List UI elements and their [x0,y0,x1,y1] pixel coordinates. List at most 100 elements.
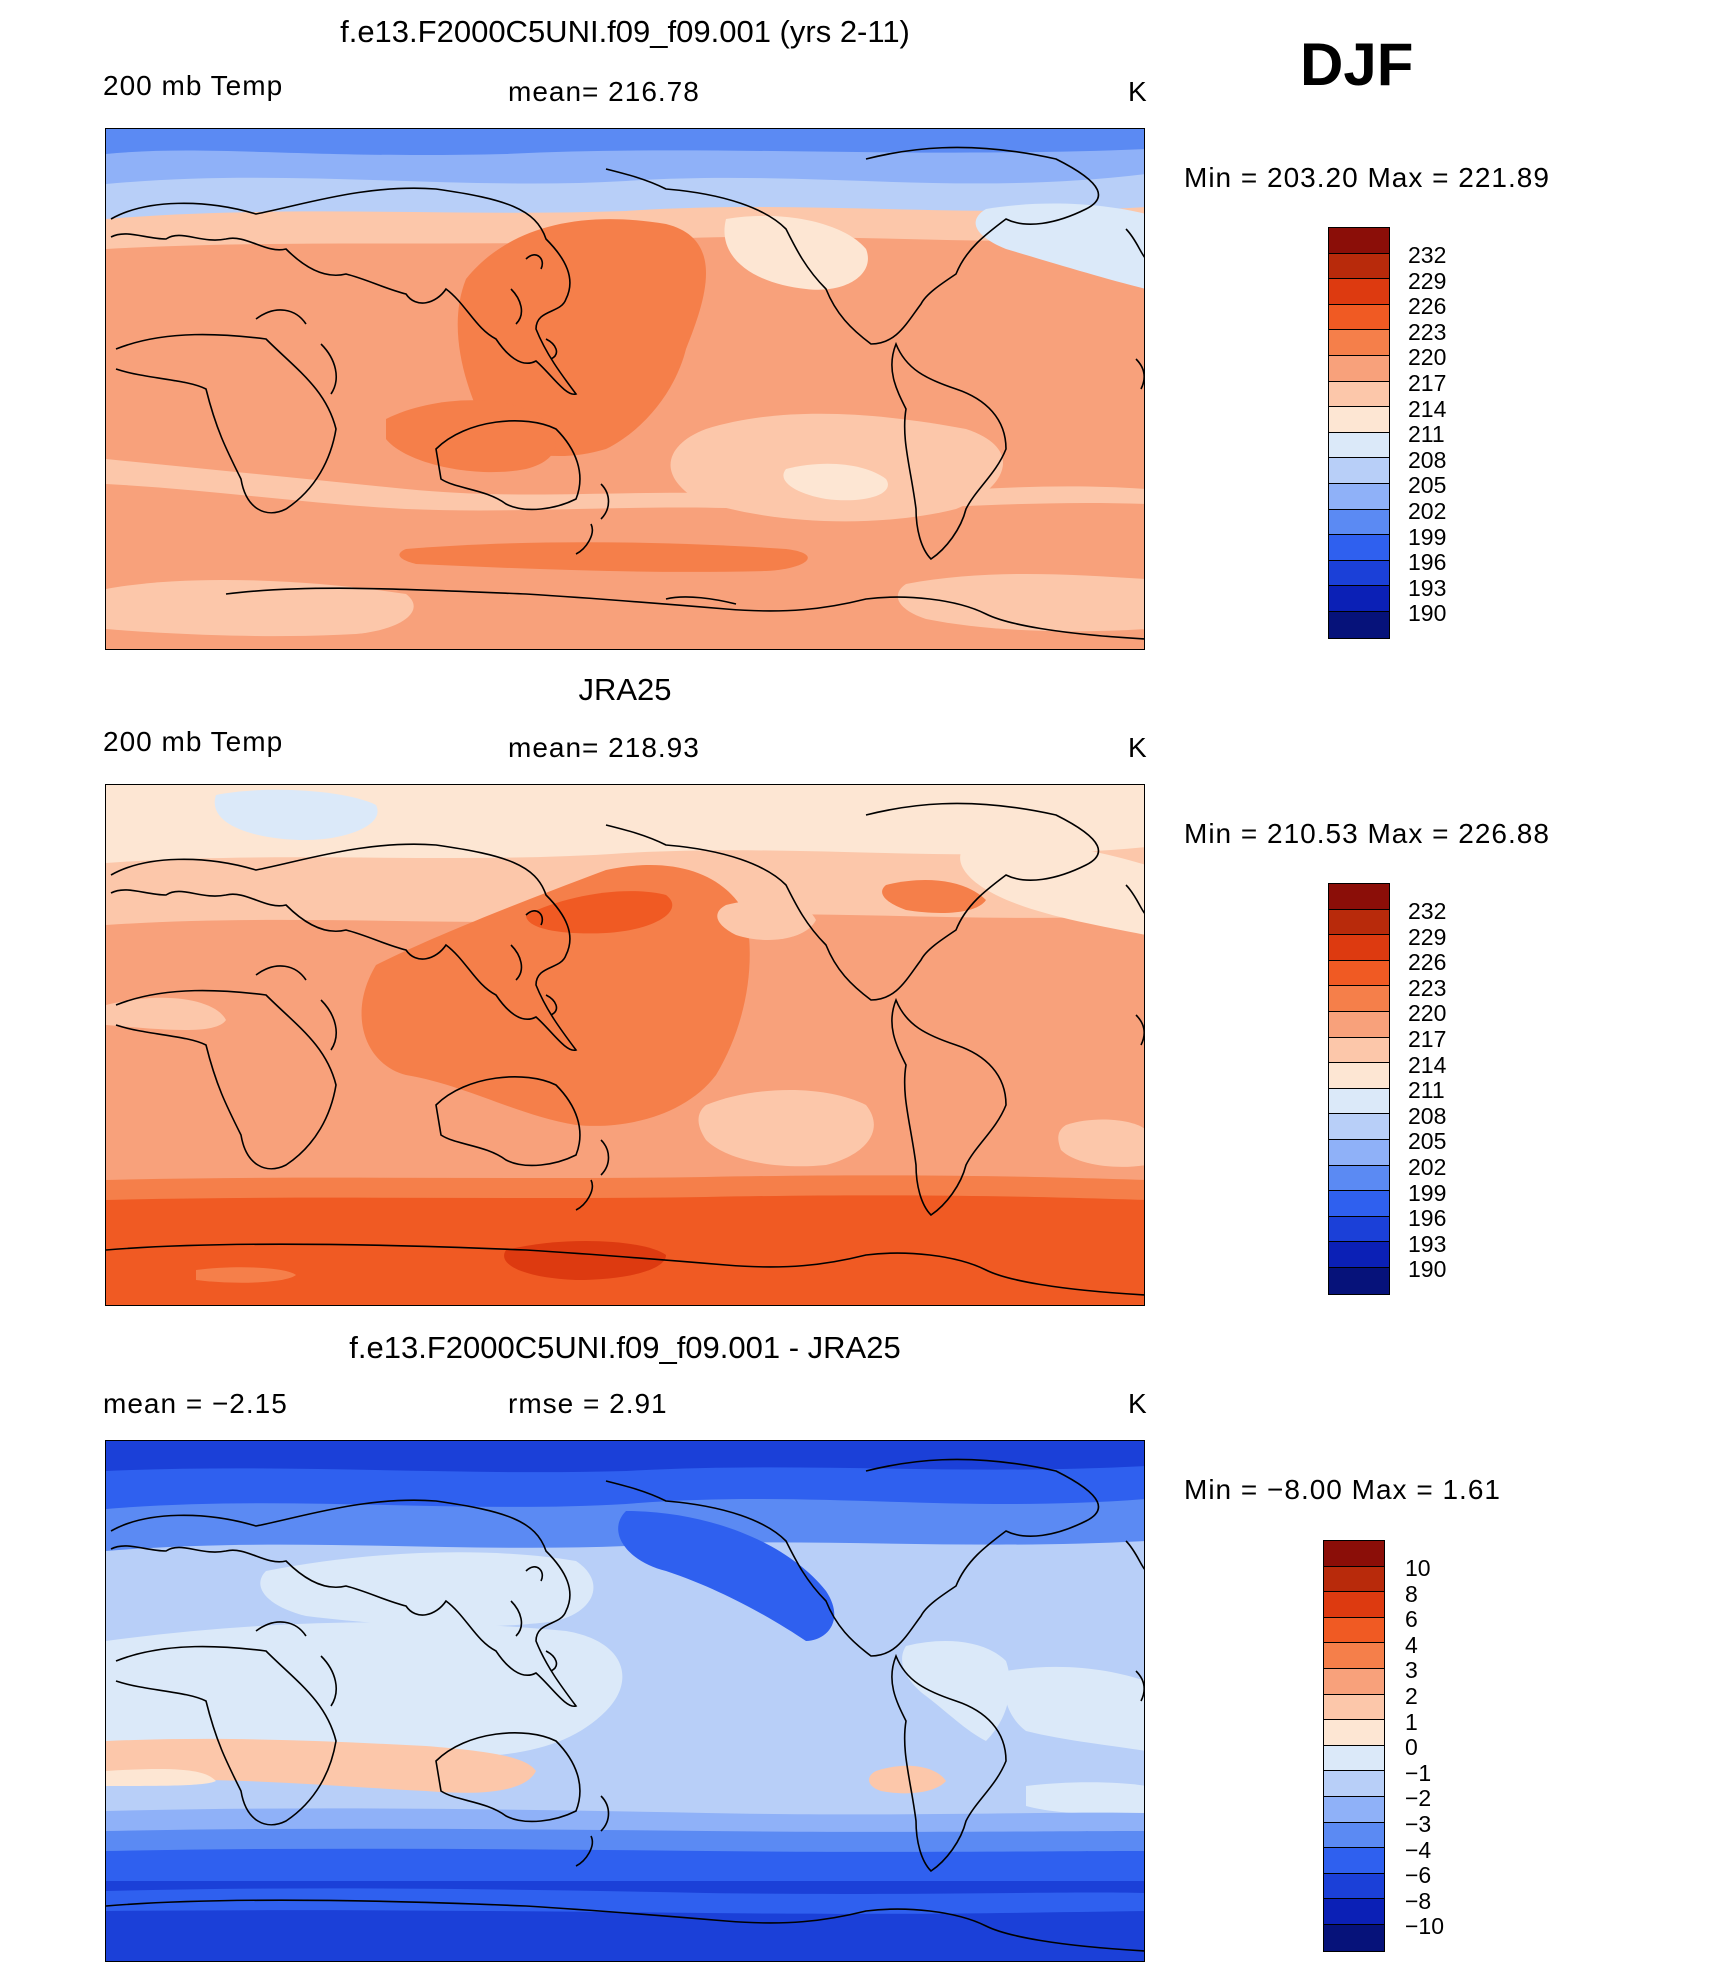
colorbar-swatch [1329,407,1389,433]
colorbar-swatch [1324,1771,1384,1797]
panel-1-min-max: Min = 203.20 Max = 221.89 [1184,162,1550,193]
colorbar-tick-label: 8 [1405,1580,1418,1607]
colorbar-tick-label: 190 [1408,1256,1447,1283]
colorbar-swatch [1324,1924,1384,1951]
colorbar-swatch [1324,1566,1384,1593]
colorbar-swatch [1324,1899,1384,1925]
colorbar-tick-label: 223 [1408,974,1447,1001]
colorbar-swatch [1329,1088,1389,1115]
panel-3-title: f.e13.F2000C5UNI.f09_f09.001 - JRA25 [349,1330,901,1365]
colorbar-tick-label: 214 [1408,1051,1447,1078]
panel-1-colorbar [1328,227,1390,639]
colorbar-tick-label: 208 [1408,1102,1447,1129]
colorbar-swatch [1329,909,1389,936]
panel-1-mean-label: mean= 216.78 [508,76,700,107]
colorbar-swatch [1329,509,1389,536]
panel-3-colorbar [1323,1540,1385,1952]
colorbar-swatch [1329,884,1389,910]
panel-1-units-label: K [1128,76,1148,107]
colorbar-tick-label: 229 [1408,267,1447,294]
colorbar-tick-label: 229 [1408,923,1447,950]
colorbar-swatch [1329,381,1389,408]
colorbar-swatch [1329,986,1389,1012]
colorbar-swatch [1324,1541,1384,1567]
colorbar-tick-label: 211 [1408,1077,1445,1104]
colorbar-tick-label: 205 [1408,1128,1447,1155]
colorbar-swatch [1324,1643,1384,1669]
colorbar-swatch [1329,960,1389,987]
colorbar-swatch [1329,1139,1389,1166]
colorbar-swatch [1324,1592,1384,1618]
colorbar-swatch [1329,458,1389,484]
colorbar-tick-label: 1 [1405,1708,1418,1735]
colorbar-swatch [1324,1873,1384,1900]
colorbar-tick-label: 190 [1408,600,1447,627]
colorbar-swatch [1324,1694,1384,1721]
colorbar-tick-label: 232 [1408,898,1447,924]
panel-2-map [105,784,1145,1306]
colorbar-swatch [1329,279,1389,305]
colorbar-tick-label: 220 [1408,1000,1447,1027]
colorbar-tick-label: −6 [1405,1862,1432,1889]
colorbar-swatch [1329,1191,1389,1217]
colorbar-swatch [1329,1165,1389,1192]
colorbar-tick-label: 193 [1408,574,1447,601]
colorbar-swatch [1329,304,1389,331]
colorbar-tick-label: 4 [1405,1631,1418,1658]
colorbar-tick-label: 196 [1408,1205,1447,1232]
colorbar-swatch [1329,253,1389,280]
colorbar-swatch [1329,355,1389,382]
colorbar-tick-label: 3 [1405,1657,1418,1684]
colorbar-swatch [1329,1063,1389,1089]
colorbar-tick-label: 223 [1408,318,1447,345]
colorbar-tick-label: 0 [1405,1734,1418,1761]
panel-3-map [105,1440,1145,1962]
panel-3-mean-label: mean = −2.15 [103,1388,288,1419]
panel-2-title: JRA25 [578,672,672,707]
colorbar-tick-label: 193 [1408,1230,1447,1257]
colorbar-swatch [1329,586,1389,612]
panel-1-variable-label: 200 mb Temp [103,70,284,101]
colorbar-tick-label: 226 [1408,293,1447,320]
colorbar-tick-label: −10 [1405,1913,1445,1940]
colorbar-tick-label: 10 [1405,1555,1431,1581]
colorbar-swatch [1329,1114,1389,1140]
colorbar-tick-label: 199 [1408,523,1447,550]
colorbar-tick-label: 226 [1408,949,1447,976]
colorbar-tick-label: 6 [1405,1606,1418,1633]
colorbar-swatch [1329,611,1389,638]
colorbar-swatch [1329,432,1389,459]
colorbar-swatch [1324,1796,1384,1823]
colorbar-tick-label: 217 [1408,1026,1447,1052]
colorbar-tick-label: 202 [1408,498,1447,524]
panel-3-rmse-label: rmse = 2.91 [508,1388,668,1419]
colorbar-swatch [1329,1216,1389,1243]
colorbar-tick-label: −2 [1405,1785,1432,1812]
colorbar-tick-label: 208 [1408,446,1447,473]
colorbar-tick-label: −8 [1405,1887,1432,1914]
colorbar-swatch [1329,483,1389,510]
colorbar-tick-label: 214 [1408,395,1447,422]
colorbar-tick-label: −3 [1405,1811,1432,1837]
colorbar-swatch [1329,560,1389,587]
colorbar-swatch [1329,228,1389,254]
colorbar-swatch [1329,535,1389,561]
panel-2-mean-label: mean= 218.93 [508,732,700,763]
colorbar-tick-label: 220 [1408,344,1447,371]
panel-3-min-max: Min = −8.00 Max = 1.61 [1184,1474,1501,1505]
colorbar-tick-label: 211 [1408,421,1445,448]
colorbar-swatch [1329,935,1389,961]
colorbar-swatch [1324,1745,1384,1772]
panel-2-units-label: K [1128,732,1148,763]
colorbar-swatch [1329,1242,1389,1268]
panel-3-units-label: K [1128,1388,1148,1419]
colorbar-swatch [1329,1267,1389,1294]
colorbar-tick-label: 2 [1405,1683,1418,1709]
season-label: DJF [1300,31,1414,98]
colorbar-tick-label: −1 [1405,1759,1432,1786]
colorbar-swatch [1324,1848,1384,1874]
panel-2-colorbar [1328,883,1390,1295]
colorbar-tick-label: 232 [1408,242,1447,268]
colorbar-swatch [1329,330,1389,356]
panel-2-min-max: Min = 210.53 Max = 226.88 [1184,818,1550,849]
